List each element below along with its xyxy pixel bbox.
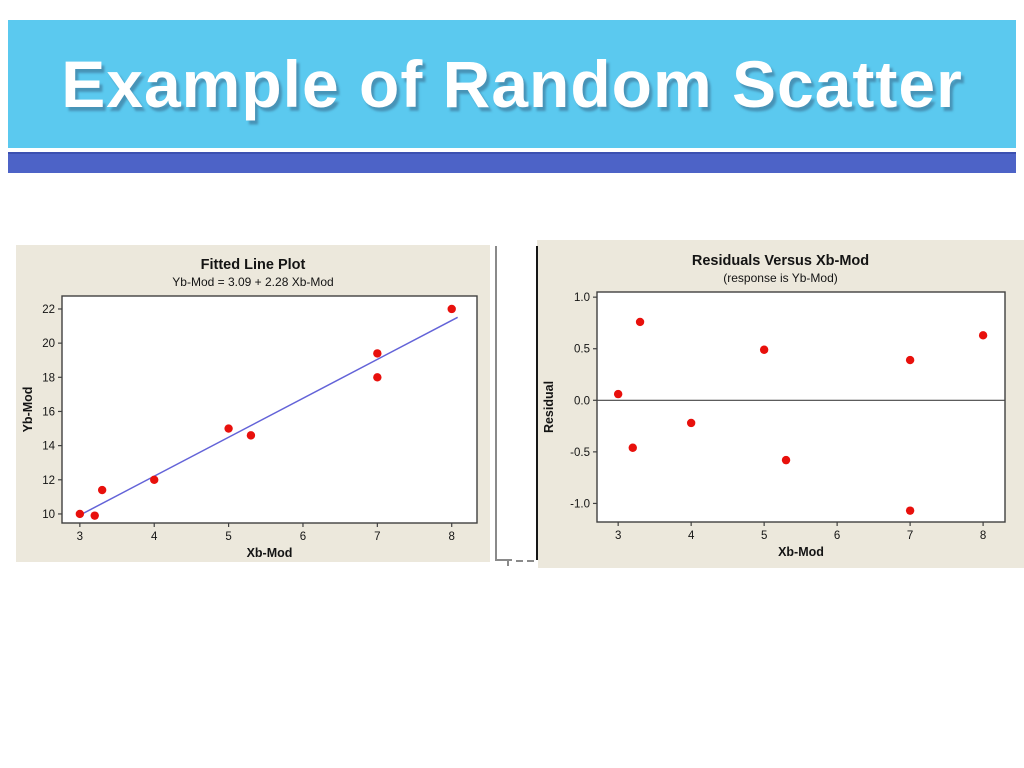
data-point <box>224 424 233 433</box>
y-tick-label: 22 <box>42 304 55 316</box>
data-point <box>150 475 159 484</box>
data-point <box>905 506 915 515</box>
y-axis-label: Residual <box>542 381 556 433</box>
obscured-chart-sliver <box>495 246 538 568</box>
title-banner: Example of Random Scatter <box>8 20 1016 148</box>
data-point <box>90 511 99 520</box>
chart-subtitle: Yb-Mod = 3.09 + 2.28 Xb-Mod <box>172 275 333 289</box>
obscured-axis-dash-1 <box>516 560 523 562</box>
data-point <box>97 485 107 495</box>
data-point <box>373 373 382 382</box>
x-tick-label: 3 <box>615 530 621 542</box>
y-tick-label: -0.5 <box>570 447 590 459</box>
x-tick-label: 7 <box>907 530 913 542</box>
x-axis-label: Xb-Mod <box>247 546 293 560</box>
y-tick-label: -1.0 <box>570 498 590 510</box>
chart-title: Fitted Line Plot <box>201 257 306 273</box>
data-point <box>246 431 256 440</box>
residuals-vs-xbmod-chart: Residuals Versus Xb-Mod (response is Yb-M… <box>537 240 1024 568</box>
x-tick-label: 5 <box>761 530 767 542</box>
data-point <box>686 418 696 428</box>
y-tick-label: 20 <box>42 338 55 350</box>
y-tick-label: 12 <box>42 475 55 487</box>
obscured-window-left-border <box>495 246 497 561</box>
data-point <box>373 349 382 358</box>
data-point <box>905 355 915 365</box>
obscured-window-bottom-border <box>495 559 512 561</box>
obscured-axis-dash-2 <box>527 560 534 562</box>
y-axis-label: Yb-Mod <box>21 387 35 433</box>
y-tick-label: 0.0 <box>574 395 590 407</box>
x-tick-label: 8 <box>980 530 986 542</box>
data-point <box>75 509 85 519</box>
data-point <box>978 331 988 340</box>
x-tick-label: 3 <box>77 531 83 543</box>
data-point <box>759 345 769 354</box>
plot-area <box>596 291 1006 523</box>
y-tick-label: 14 <box>42 441 55 453</box>
x-tick-label: 4 <box>151 531 158 543</box>
data-point <box>781 455 791 465</box>
fitted-line-plot-chart: Fitted Line Plot Yb-Mod = 3.09 + 2.28 Xb-… <box>16 245 490 562</box>
plot-area <box>61 295 478 524</box>
obscured-plotbox-edge <box>536 246 538 560</box>
x-tick-label: 5 <box>225 531 231 543</box>
x-tick-label: 7 <box>374 531 380 543</box>
data-point <box>635 317 645 327</box>
data-point <box>628 443 637 452</box>
slide-title: Example of Random Scatter <box>61 47 963 121</box>
y-tick-label: 1.0 <box>574 292 590 304</box>
accent-bar <box>8 152 1016 173</box>
x-tick-label: 6 <box>300 531 306 543</box>
x-tick-label: 8 <box>449 531 455 543</box>
fitted-regression-line <box>80 316 459 516</box>
data-point <box>447 304 456 314</box>
data-point <box>613 389 623 399</box>
obscured-axis-tick <box>507 561 509 566</box>
x-tick-label: 6 <box>834 530 840 542</box>
y-tick-label: 0.5 <box>574 344 590 356</box>
chart-title: Residuals Versus Xb-Mod <box>692 253 869 269</box>
y-tick-label: 18 <box>42 372 55 384</box>
chart-subtitle: (response is Yb-Mod) <box>723 271 838 285</box>
x-axis-label: Xb-Mod <box>778 545 824 559</box>
y-tick-label: 16 <box>42 406 55 418</box>
x-tick-label: 4 <box>688 530 695 542</box>
y-tick-label: 10 <box>42 509 55 521</box>
